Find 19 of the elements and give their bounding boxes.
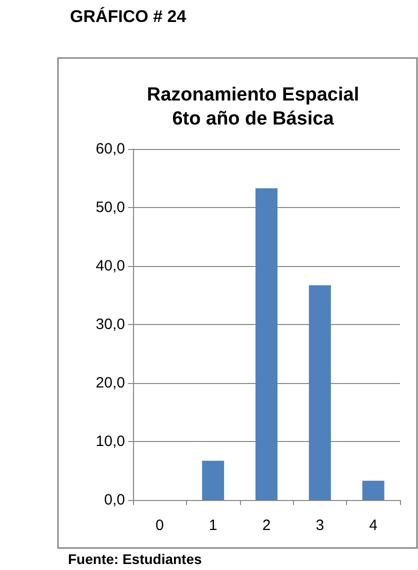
- bar: [256, 188, 278, 500]
- y-tick-label: 60,0: [96, 140, 125, 158]
- y-tick-label: 10,0: [96, 433, 125, 450]
- bar: [308, 285, 331, 500]
- bar: [202, 460, 224, 500]
- x-tick-label: 0: [156, 517, 164, 534]
- y-tick-label: 50,0: [96, 199, 125, 216]
- y-tick-label: 0,0: [104, 492, 125, 508]
- y-tick-label: 20,0: [96, 374, 125, 392]
- y-tick-label: 40,0: [96, 258, 125, 274]
- chart-title: Razonamiento Espacial 6to año de Básica: [146, 84, 360, 130]
- x-tick-label: 4: [369, 517, 378, 534]
- x-tick-label: 3: [316, 517, 324, 534]
- bar: [362, 480, 384, 500]
- text: GRÁFICO # 24: [70, 6, 187, 26]
- source-note: Fuente: Estudiantes: [68, 551, 202, 567]
- x-tick-label: 2: [262, 517, 271, 534]
- x-tick-label: 1: [208, 517, 218, 534]
- y-tick-label: 30,0: [96, 316, 125, 333]
